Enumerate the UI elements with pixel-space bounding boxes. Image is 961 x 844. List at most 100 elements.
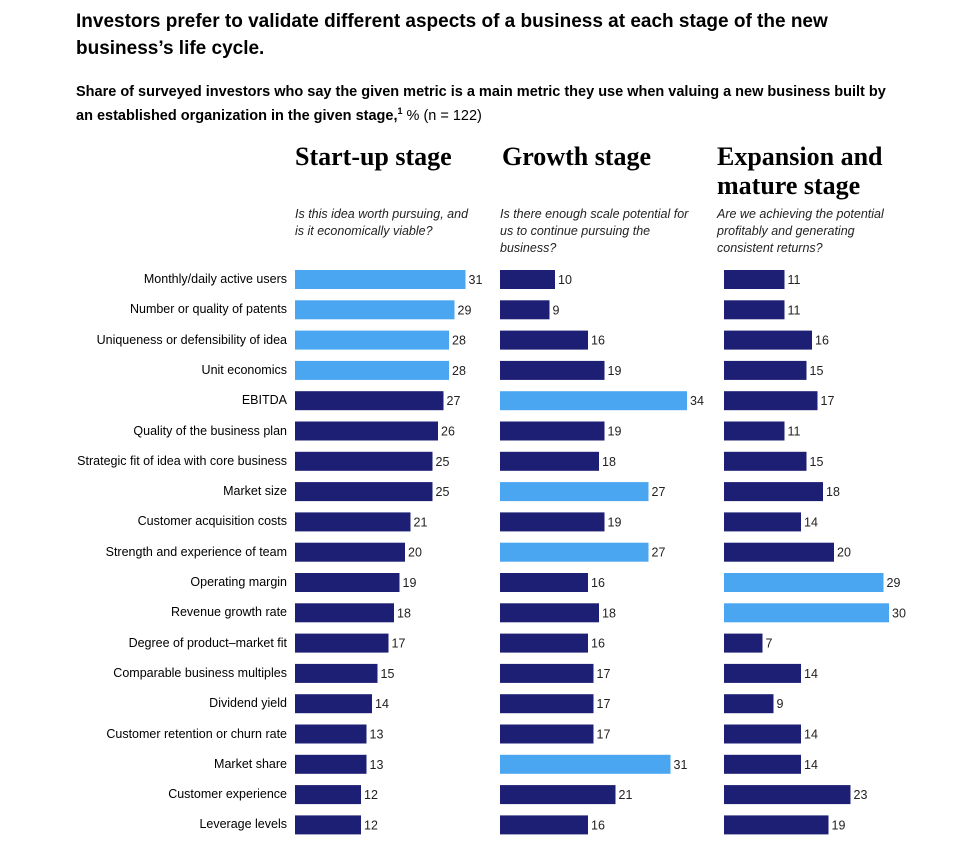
data-label: 14 [804, 758, 818, 772]
data-label: 17 [597, 728, 611, 742]
bar [724, 512, 801, 532]
category-label: Leverage levels [199, 817, 287, 832]
bar [724, 724, 801, 744]
bar [724, 603, 889, 623]
bar [500, 512, 605, 532]
bar [724, 360, 807, 380]
category-label: Customer retention or churn rate [106, 726, 287, 741]
bar [724, 451, 807, 471]
data-label: 29 [887, 576, 901, 590]
bar [295, 421, 438, 441]
bar [500, 754, 671, 774]
stage-question-startup: Is this idea worth pursuing, and is it e… [295, 207, 469, 238]
data-label: 20 [408, 546, 422, 560]
bar [295, 785, 361, 805]
data-label: 17 [597, 697, 611, 711]
stage-title-expansion: Expansion and mature stage [717, 142, 883, 200]
data-label: 11 [788, 303, 801, 317]
bar [500, 815, 588, 835]
data-label: 19 [608, 364, 622, 378]
bar [724, 330, 812, 350]
chart-title: Investors prefer to validate different a… [76, 11, 828, 59]
data-label: 18 [602, 606, 616, 620]
bar [295, 451, 433, 471]
bar [295, 633, 389, 653]
category-label: EBITDA [241, 393, 287, 408]
data-label: 19 [608, 515, 622, 529]
bar [724, 694, 774, 714]
data-label: 19 [403, 576, 417, 590]
data-label: 17 [392, 637, 406, 651]
data-label: 27 [447, 394, 461, 408]
data-label: 15 [810, 455, 824, 469]
bar [500, 391, 687, 411]
data-label: 31 [469, 273, 483, 287]
bar [295, 724, 367, 744]
data-label: 14 [375, 697, 389, 711]
subtitle-main: Share of surveyed investors who say the … [76, 84, 886, 124]
data-label: 27 [652, 546, 666, 560]
category-label: Strength and experience of team [105, 544, 287, 559]
data-label: 30 [892, 606, 906, 620]
bar [295, 391, 444, 411]
bar [500, 663, 594, 683]
bar [724, 300, 785, 320]
bar [500, 694, 594, 714]
category-label: Market share [214, 756, 287, 771]
bar [500, 451, 599, 471]
bar [724, 785, 851, 805]
data-label: 16 [591, 576, 605, 590]
bar [500, 785, 616, 805]
stage-title-growth: Growth stage [502, 142, 652, 171]
bar [295, 542, 405, 562]
data-label: 15 [810, 364, 824, 378]
bar [724, 542, 834, 562]
data-label: 18 [602, 455, 616, 469]
category-label: Monthly/daily active users [143, 272, 287, 286]
data-label: 20 [837, 546, 851, 560]
data-label: 9 [553, 303, 560, 317]
data-label: 28 [452, 334, 466, 348]
stage-title-startup: Start-up stage [295, 142, 452, 171]
data-label: 14 [804, 515, 818, 529]
category-label: Dividend yield [209, 696, 287, 711]
bar [500, 360, 605, 380]
category-label: Strategic fit of idea with core business [77, 453, 287, 468]
bar [500, 330, 588, 350]
bar [724, 815, 829, 835]
data-label: 17 [597, 667, 611, 681]
data-label: 9 [777, 697, 784, 711]
bar [295, 270, 466, 289]
footnote-mark: 1 [397, 106, 403, 116]
data-label: 18 [826, 485, 840, 499]
category-label: Uniqueness or defensibility of idea [96, 332, 287, 347]
category-label: Market size [223, 484, 287, 499]
data-label: 16 [591, 818, 605, 832]
category-label: Operating margin [190, 575, 287, 589]
data-label: 13 [370, 728, 384, 742]
data-label: 16 [591, 637, 605, 651]
subtitle-unit: % (n = 122) [402, 107, 482, 124]
bar [724, 482, 823, 502]
bar [295, 512, 411, 532]
bar [295, 815, 361, 835]
data-label: 25 [436, 485, 450, 499]
data-label: 21 [414, 515, 428, 529]
category-label: Number or quality of patents [129, 302, 287, 317]
bar [500, 724, 594, 744]
bar [500, 300, 550, 320]
data-label: 7 [766, 637, 773, 651]
bar [500, 603, 599, 623]
bar [295, 754, 367, 774]
bar [724, 421, 785, 441]
data-label: 10 [558, 273, 572, 287]
bar [500, 573, 588, 592]
bar [724, 663, 801, 683]
bar [500, 482, 649, 502]
data-label: 34 [690, 394, 704, 408]
bar [295, 573, 400, 592]
category-label: Degree of product–market fit [128, 635, 287, 650]
data-label: 25 [436, 455, 450, 469]
data-label: 17 [821, 394, 835, 408]
data-label: 14 [804, 667, 818, 681]
